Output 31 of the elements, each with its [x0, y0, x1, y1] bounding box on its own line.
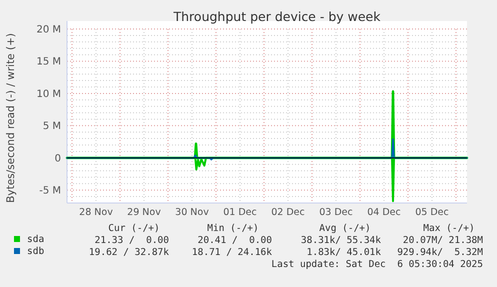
- x-tick-label: 04 Dec: [367, 207, 401, 218]
- text: Avg (-/+): [319, 223, 371, 234]
- text: Cur (-/+): [108, 223, 160, 234]
- x-tick-label: 01 Dec: [223, 207, 257, 218]
- text: 21.33 / 0.00: [94, 235, 170, 246]
- y-tick-label: 5 M: [42, 121, 61, 132]
- x-tick-label: 05 Dec: [415, 207, 449, 218]
- text: 20.41 / 0.00: [198, 235, 272, 246]
- text: 929.94k/ 5.32M: [397, 247, 484, 258]
- text: Last update: Sat Dec 6 05:30:04 2025: [271, 259, 483, 270]
- text: 38.31k/ 55.34k: [300, 235, 382, 246]
- y-axis-title: Bytes/second read (-) / write (+): [5, 33, 17, 203]
- x-tick-label: 28 Nov: [79, 207, 114, 218]
- text: 20.07M/ 21.38M: [402, 235, 484, 246]
- text: Min (-/+): [207, 223, 259, 234]
- x-tick-label: 30 Nov: [175, 207, 210, 218]
- x-tick-label: 29 Nov: [127, 207, 162, 218]
- y-tick-label: -5 M: [39, 186, 61, 197]
- legend-label: sda: [27, 234, 44, 245]
- y-tick-label: 10 M: [36, 88, 61, 100]
- text: 1.83k/ 45.01k: [306, 247, 382, 258]
- x-tick-label: 03 Dec: [319, 207, 353, 218]
- y-tick-label: 0: [54, 153, 61, 164]
- y-tick-label: 15 M: [36, 56, 61, 68]
- text: Max (-/+): [423, 223, 475, 234]
- legend-label: sdb: [27, 246, 44, 257]
- text: 18.71 / 24.16k: [192, 247, 272, 258]
- y-tick-label: 20 M: [36, 24, 61, 36]
- text: 19.62 / 32.87k: [88, 247, 170, 258]
- chart-title: Throughput per device - by week: [172, 9, 382, 24]
- x-tick-label: 02 Dec: [271, 207, 305, 218]
